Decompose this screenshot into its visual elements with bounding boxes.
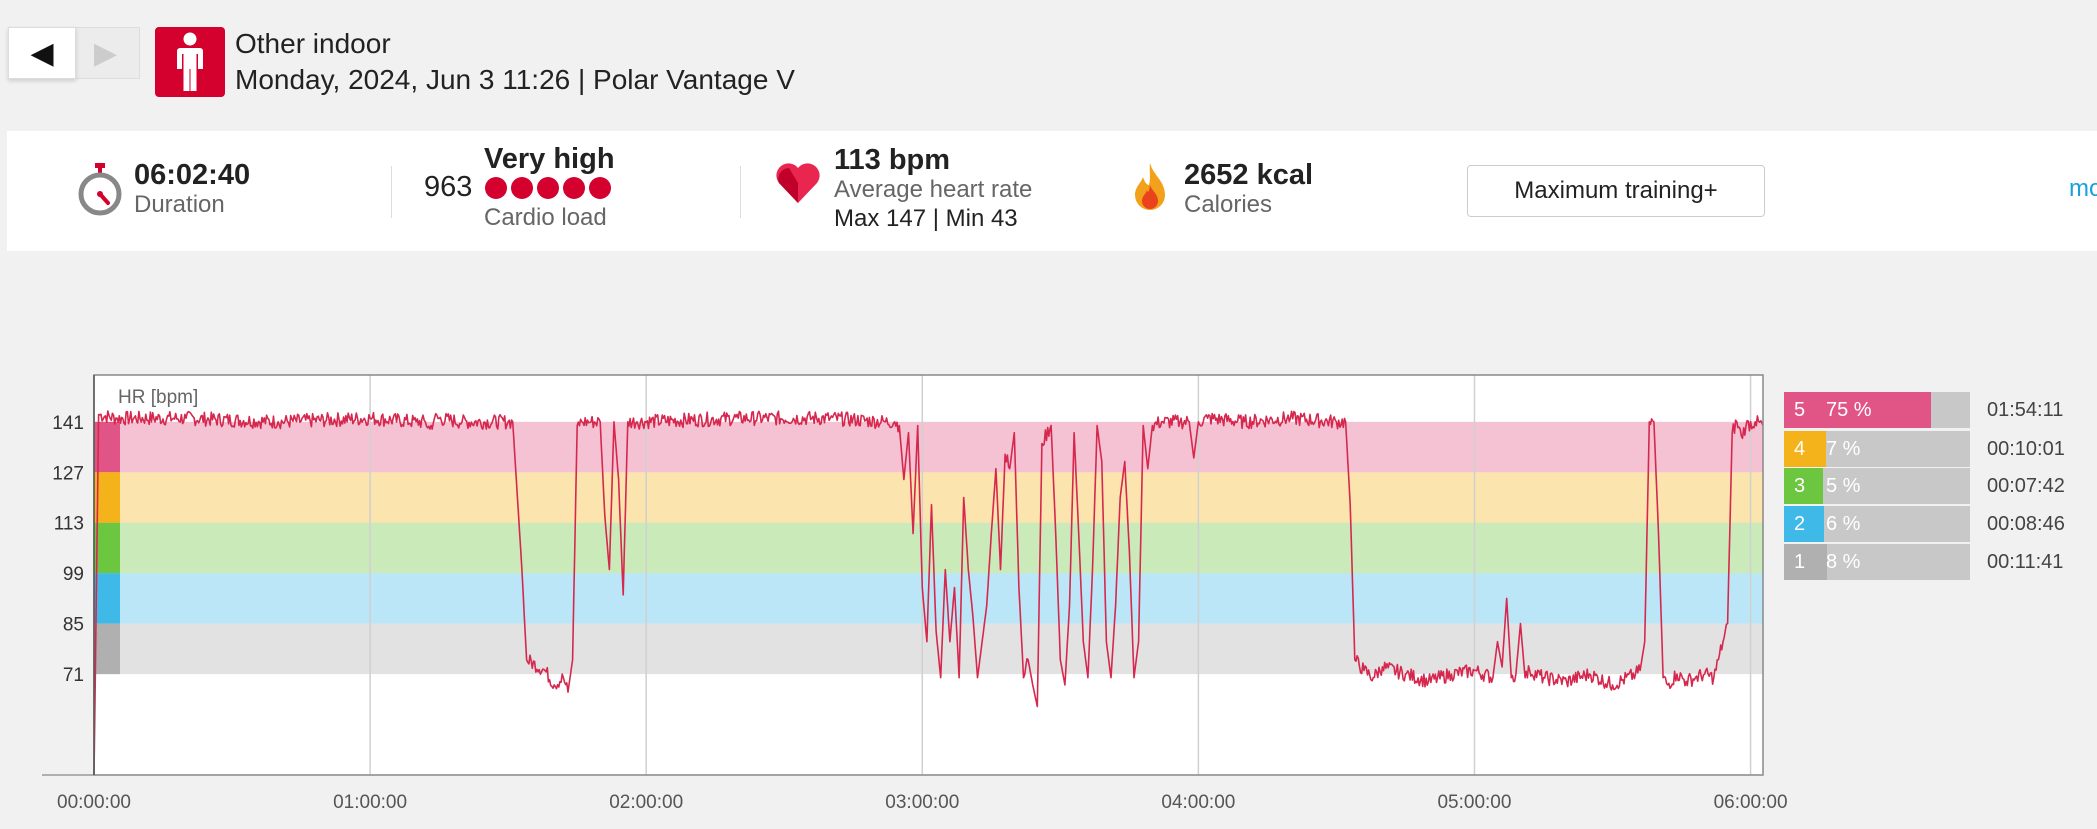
y-tick-label: 127 (52, 463, 84, 484)
person-standing-icon (155, 27, 225, 97)
duration-value: 06:02:40 (134, 159, 251, 191)
zone-time: 00:11:41 (1987, 551, 2064, 573)
y-axis-label: HR [bpm] (112, 385, 205, 411)
zone-marker-2 (94, 573, 120, 624)
zone-time: 00:10:01 (1987, 438, 2065, 460)
divider (740, 166, 741, 218)
zone-marker-1 (94, 623, 120, 675)
zone-time: 01:54:11 (1987, 399, 2064, 421)
zone-row-5: 5 75 % (1784, 392, 1970, 428)
cardio-load-dot (563, 177, 585, 199)
heart-rate-max-min: Max 147 | Min 43 (834, 205, 1018, 232)
avg-heart-rate-value: 113 bpm (834, 144, 951, 176)
zone-band-1 (94, 623, 1763, 675)
cardio-load-dot (589, 177, 611, 199)
session-date-device: Monday, 2024, Jun 3 11:26 | Polar Vantag… (235, 64, 795, 95)
y-tick-label: 99 (63, 564, 84, 585)
heart-rate-line (93, 410, 1764, 776)
y-tick-label: 71 (63, 665, 84, 686)
y-tick-label: 141 (52, 413, 84, 434)
zone-percent: 5 % (1826, 475, 1861, 497)
calories-label: Calories (1184, 191, 1273, 218)
cardio-load-dot (537, 177, 559, 199)
zone-number: 2 (1784, 506, 1815, 542)
stopwatch-icon (77, 161, 123, 222)
x-tick-label: 03:00:00 (885, 792, 959, 813)
x-tick-label: 05:00:00 (1437, 792, 1511, 813)
x-tick-label: 01:00:00 (333, 792, 407, 813)
zone-time: 00:07:42 (1987, 475, 2065, 497)
flame-icon (1131, 161, 1169, 218)
avg-heart-rate-label: Average heart rate (834, 176, 1033, 203)
zone-percent: 6 % (1826, 513, 1861, 535)
x-tick-label: 06:00:00 (1714, 792, 1788, 813)
summary-bar: 06:02:40 Duration 963 Very high Cardio l… (7, 131, 2097, 251)
x-tick-label: 00:00:00 (57, 792, 131, 813)
cardio-load-label: Cardio load (484, 204, 607, 231)
calories-value: 2652 kcal (1184, 159, 1314, 191)
zone-marker-3 (94, 522, 120, 574)
cardio-load-dot (511, 177, 533, 199)
zone-row-1: 1 8 % (1784, 544, 1970, 580)
heart-rate-chart-svg: 00:00:00 01:00:00 02:00:00 03:00:00 04:00:00… (42, 374, 1788, 813)
duration-label: Duration (134, 191, 225, 218)
cardio-load-dots (485, 177, 611, 199)
zone-row-4: 4 7 % (1784, 431, 1970, 467)
heart-icon (775, 161, 821, 210)
x-tick-label: 04:00:00 (1161, 792, 1235, 813)
zone-band-4 (94, 472, 1763, 523)
cardio-load-value: 963 (424, 171, 473, 203)
zone-band-5 (94, 421, 1763, 473)
zone-number: 3 (1784, 468, 1815, 504)
zone-number: 5 (1784, 392, 1815, 428)
zone-number: 1 (1784, 544, 1815, 580)
arrow-right-icon: ▶ (93, 36, 118, 70)
zone-time: 00:08:46 (1987, 513, 2065, 535)
next-session-button[interactable]: ▶ (72, 27, 140, 79)
y-tick-label: 85 (63, 615, 84, 636)
divider (391, 166, 392, 218)
zone-percent: 7 % (1826, 438, 1861, 460)
cardio-load-dot (485, 177, 507, 199)
zone-number: 4 (1784, 431, 1815, 467)
arrow-left-icon: ◀ (30, 36, 54, 70)
zone-percent: 8 % (1826, 551, 1861, 573)
heart-rate-chart: 00:00:00 01:00:00 02:00:00 03:00:00 04:00:00… (0, 360, 2097, 829)
previous-session-button[interactable]: ◀ (8, 27, 76, 79)
zone-band-3 (94, 522, 1763, 574)
cardio-load-level: Very high (484, 143, 615, 175)
x-tick-label: 02:00:00 (609, 792, 683, 813)
more-link[interactable]: mo (2069, 175, 2097, 202)
training-benefit-button[interactable]: Maximum training+ (1467, 165, 1765, 217)
sport-name: Other indoor (235, 28, 391, 59)
zone-percent: 75 % (1826, 399, 1872, 421)
y-tick-label: 113 (54, 514, 84, 535)
zone-row-3: 3 5 % (1784, 468, 1970, 504)
zone-row-2: 2 6 % (1784, 506, 1970, 542)
